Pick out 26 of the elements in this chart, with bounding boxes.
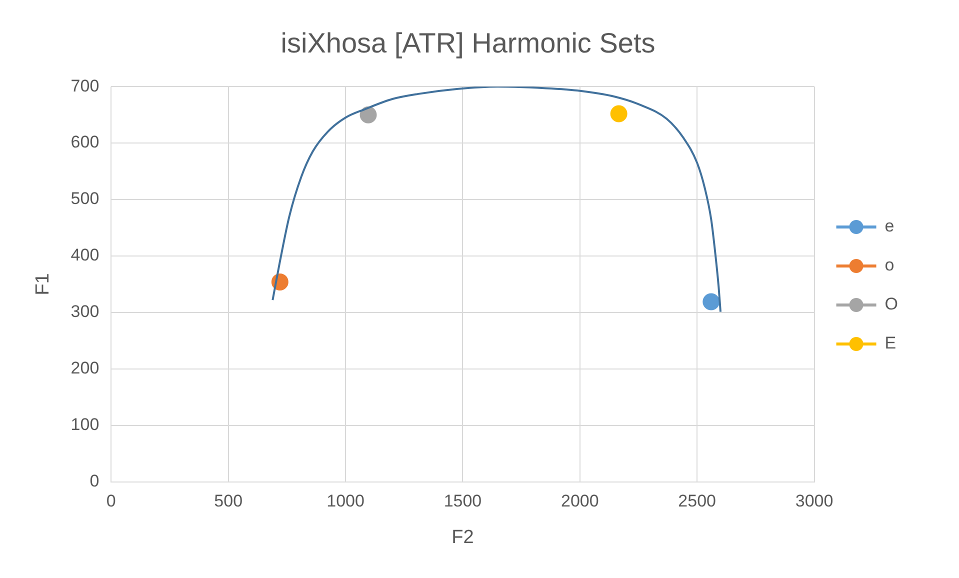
- legend-label: E: [884, 334, 896, 353]
- y-tick-label: 200: [70, 358, 100, 378]
- y-tick-label: 500: [70, 189, 100, 208]
- point: [610, 105, 628, 122]
- y-tick-label: 100: [70, 415, 100, 434]
- line-series: [272, 86, 722, 313]
- point: [702, 293, 720, 310]
- x-axis-title: F2: [452, 526, 474, 548]
- x-tick-label: 3000: [795, 492, 834, 511]
- legend-label: o: [884, 256, 894, 275]
- y-axis-title: F1: [32, 273, 54, 296]
- x-tick-label: 1500: [444, 492, 482, 511]
- legend-label: e: [884, 216, 894, 236]
- x-tick-label: 0: [106, 492, 116, 511]
- y-tick-label: 300: [70, 302, 100, 322]
- y-tick-label: 600: [70, 132, 100, 152]
- legend-label: O: [884, 294, 898, 314]
- x-tick-label: 1000: [326, 492, 364, 511]
- chart-title: isiXhosa [ATR] Harmonic Sets: [280, 28, 656, 59]
- y-tick-label: 700: [70, 76, 100, 96]
- x-tick-label: 2000: [560, 492, 599, 511]
- x-tick-label: 500: [214, 492, 243, 511]
- point: [360, 106, 377, 124]
- x-tick-label: 2500: [678, 492, 716, 511]
- y-tick-label: 0: [90, 471, 100, 490]
- y-tick-label: 400: [70, 246, 100, 265]
